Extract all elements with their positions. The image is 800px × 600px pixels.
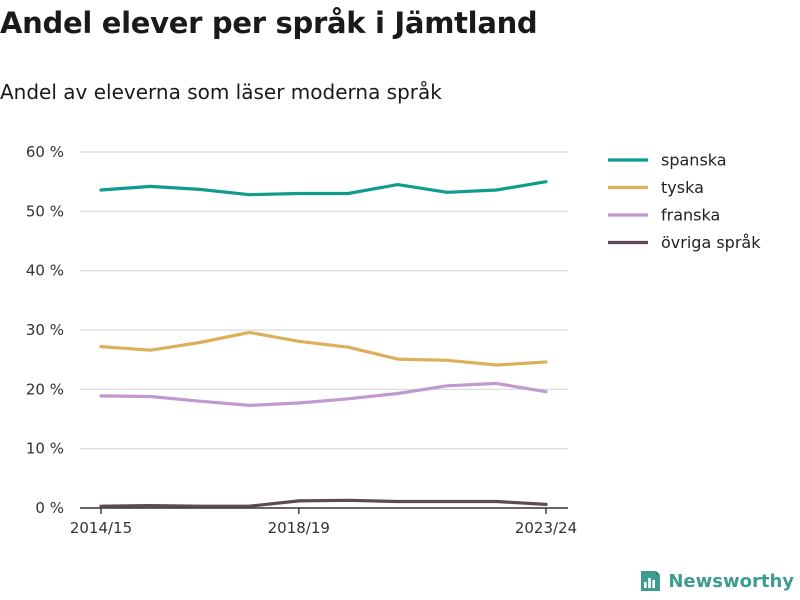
y-tick-label: 50 %: [26, 202, 64, 220]
y-tick-label: 30 %: [26, 321, 64, 339]
y-tick-label: 60 %: [26, 143, 64, 161]
newsworthy-logo-icon: [641, 571, 661, 591]
y-tick-label: 0 %: [35, 499, 64, 517]
chart-title: Andel elever per språk i Jämtland: [0, 6, 538, 40]
y-tick-label: 20 %: [26, 380, 64, 398]
gridlines: [80, 151, 568, 450]
legend-label: tyska: [661, 178, 704, 197]
series-line-övriga-språk: [99, 498, 548, 508]
chart-subtitle: Andel av eleverna som läser moderna språ…: [0, 80, 442, 104]
series-line-franska: [99, 381, 548, 407]
y-tick-label: 40 %: [26, 262, 64, 280]
x-tick-label: 2023/24: [515, 519, 577, 537]
legend-label: franska: [661, 206, 720, 225]
axes: 0 % 10 % 20 % 30 % 40 % 50 % 60 % 2014/15 2018/1…: [26, 143, 577, 537]
y-tick-label: 10 %: [26, 440, 64, 458]
legend: spanska tyska franska övriga språk: [608, 151, 761, 252]
legend-label: spanska: [661, 151, 727, 170]
brand-name: Newsworthy: [668, 570, 794, 592]
legend-label: övriga språk: [661, 233, 761, 252]
series-line-tyska: [99, 330, 548, 367]
series-lines: [99, 180, 548, 508]
x-tick-label: 2018/19: [268, 519, 330, 537]
brand-logo: Newsworthy: [638, 567, 794, 595]
series-line-spanska: [99, 180, 548, 197]
x-tick-label: 2014/15: [70, 519, 132, 537]
